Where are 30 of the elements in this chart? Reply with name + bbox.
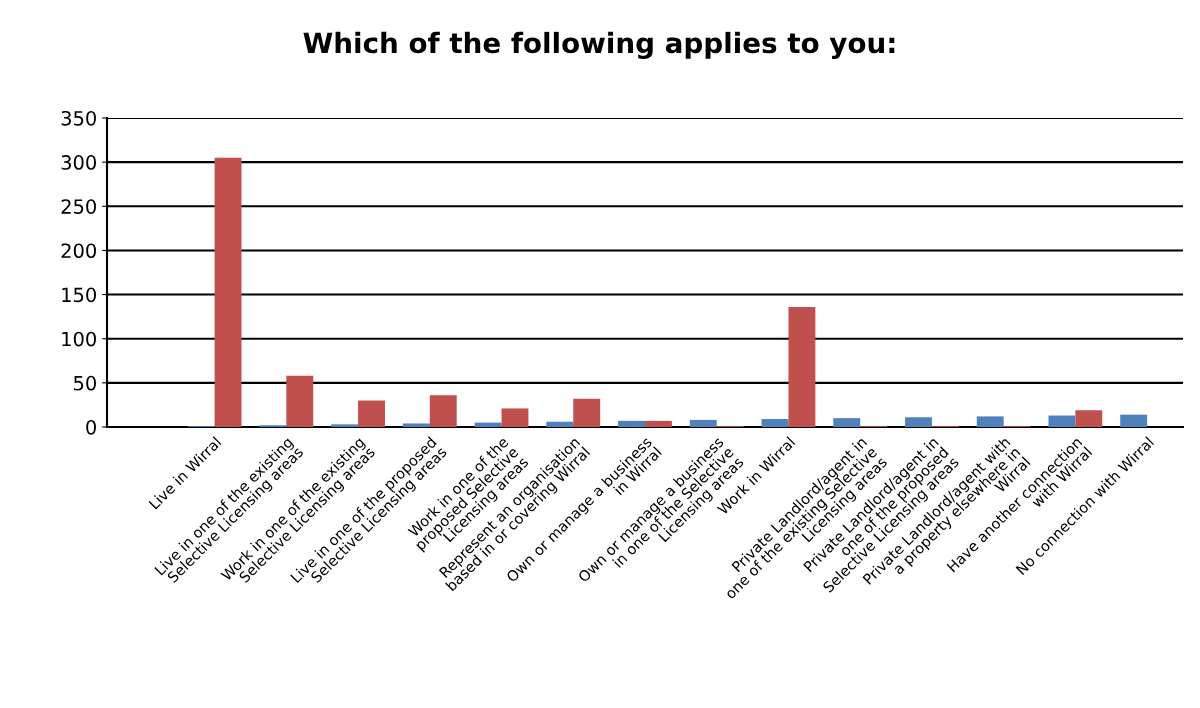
bar [331,424,359,427]
bar [976,416,1004,427]
y-tick-label: 100 [62,331,96,347]
y-tick-label: 350 [61,110,96,126]
bar [429,395,457,427]
y-tick-label: 250 [61,199,96,214]
bar [286,375,314,427]
y-tick-label: 50 [74,375,96,391]
bar [501,408,529,427]
bar [402,423,430,427]
bar [358,400,385,427]
bar [788,306,816,427]
y-tick-label: 200 [61,243,96,259]
chart-title: Which of the following applies to you: [303,31,895,59]
y-tick-label: 150 [62,287,96,303]
bar [1120,414,1148,427]
bar [1075,410,1103,427]
bar [618,420,645,427]
y-tick-label: 0 [86,419,96,435]
bar [546,421,574,427]
bar [214,157,242,427]
bar [905,417,932,427]
bar [1048,415,1076,427]
bar [689,419,717,427]
bar [573,398,601,427]
bar [833,418,861,427]
bar [761,419,789,427]
y-tick-label: 300 [61,155,96,170]
bar [474,422,502,427]
bar [645,420,672,427]
